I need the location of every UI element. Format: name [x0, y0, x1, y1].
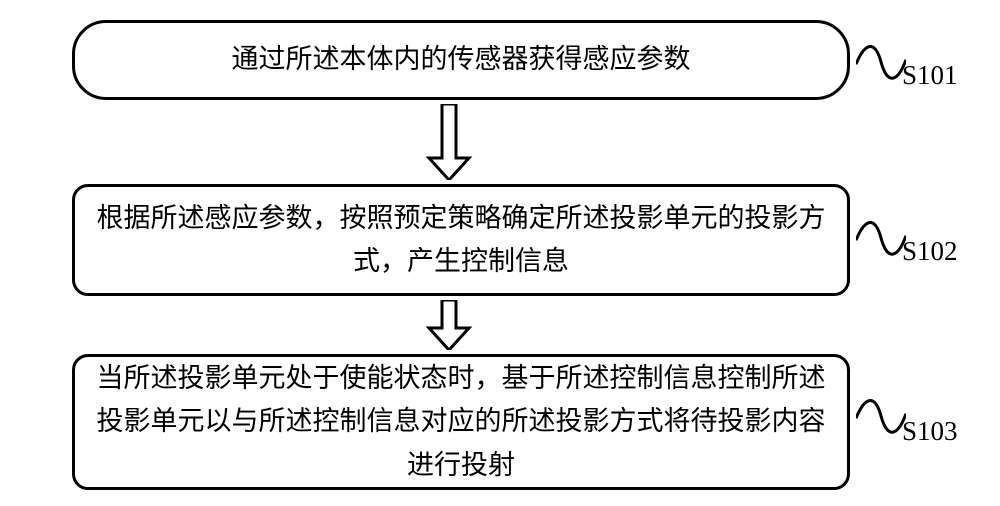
step-label-1: S101	[902, 60, 958, 91]
flowchart-canvas: 通过所述本体内的传感器获得感应参数 S101 根据所述感应参数，按照预定策略确定所述…	[0, 0, 1000, 506]
connector-squiggle	[856, 216, 906, 260]
connector-squiggle	[856, 394, 906, 438]
flow-step-1: 通过所述本体内的传感器获得感应参数	[72, 20, 850, 100]
connector-squiggle	[856, 40, 906, 84]
step-label-3: S103	[902, 416, 958, 447]
step-label-2: S102	[902, 236, 958, 267]
flow-arrow	[425, 104, 473, 180]
flow-arrow	[425, 300, 473, 350]
flow-step-2: 根据所述感应参数，按照预定策略确定所述投影单元的投影方式，产生控制信息	[72, 184, 850, 296]
flow-step-3: 当所述投影单元处于使能状态时，基于所述控制信息控制所述投影单元以与所述控制信息对…	[72, 354, 850, 490]
